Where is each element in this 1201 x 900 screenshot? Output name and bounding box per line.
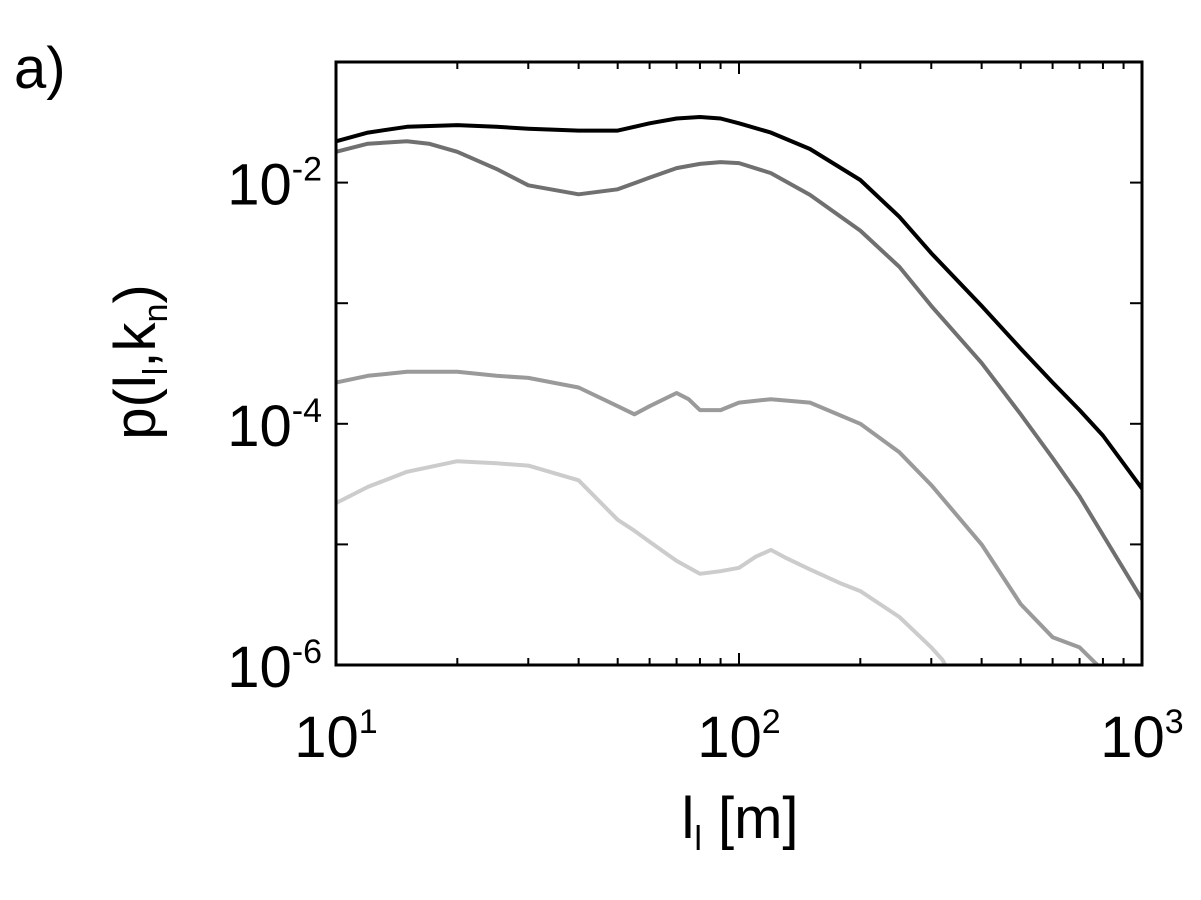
series-line-2 (336, 139, 1142, 602)
x-tick-label: 103 (1100, 703, 1183, 770)
panel-label: a) (14, 36, 66, 101)
x-axis-title: ll [m] (681, 786, 798, 858)
y-tick-label: 10-2 (227, 151, 322, 218)
x-tick-label: 101 (294, 703, 377, 770)
series-line-3 (336, 369, 1101, 665)
series-line-1 (336, 115, 1142, 491)
y-axis-title: p(ll,kn) (103, 284, 175, 439)
y-tick-label: 10-6 (227, 633, 322, 700)
series-layer (336, 115, 1142, 665)
x-tick-label: 102 (697, 703, 780, 770)
tick-layer: 101 102 103 10-2 10-4 10-6 (227, 61, 1184, 770)
series-line-4 (336, 459, 948, 665)
y-tick-label: 10-4 (227, 392, 322, 459)
